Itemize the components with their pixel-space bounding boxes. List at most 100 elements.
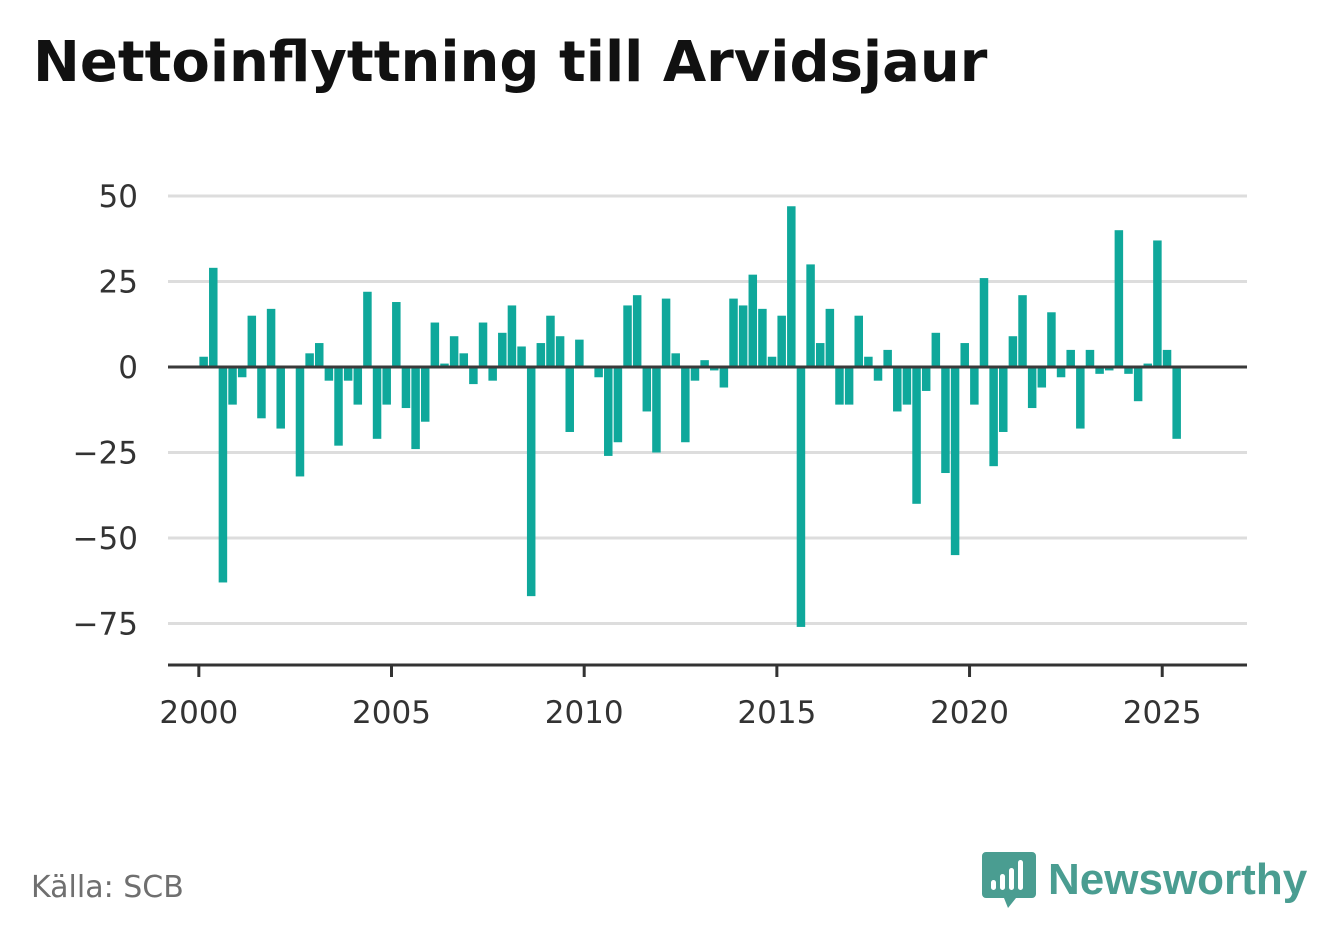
bar xyxy=(276,367,285,429)
bar xyxy=(343,367,353,381)
brand-name: Newsworthy xyxy=(1048,855,1308,904)
bar xyxy=(218,367,228,583)
y-tick-label: −25 xyxy=(73,436,138,472)
bar xyxy=(883,349,892,367)
bar xyxy=(353,367,363,405)
bar xyxy=(517,346,526,367)
bar xyxy=(1076,367,1085,429)
bar xyxy=(690,367,700,381)
x-tick-label: 2000 xyxy=(159,695,238,731)
bar xyxy=(440,363,449,367)
bar xyxy=(787,206,796,367)
bar xyxy=(1066,349,1075,367)
bar xyxy=(604,367,613,456)
bar xyxy=(979,278,989,367)
bar xyxy=(401,367,411,409)
x-tick-label: 2020 xyxy=(930,695,1009,731)
bar xyxy=(1124,367,1133,374)
bar xyxy=(1104,367,1114,371)
newsworthy-logo-icon xyxy=(982,852,1036,908)
bar xyxy=(546,315,555,367)
bar xyxy=(864,356,873,367)
bar xyxy=(1056,367,1066,378)
bar xyxy=(902,367,912,405)
bar xyxy=(719,367,729,388)
bar xyxy=(324,367,334,381)
bar xyxy=(758,308,767,367)
bar xyxy=(729,298,738,367)
bar xyxy=(507,305,517,367)
x-tick-label: 2010 xyxy=(545,695,624,731)
x-tick-label: 2005 xyxy=(352,695,431,731)
bar xyxy=(941,367,950,474)
bar xyxy=(1018,295,1027,367)
bar xyxy=(209,267,218,367)
bar xyxy=(1008,336,1018,367)
bar xyxy=(912,367,921,504)
bar-series xyxy=(199,206,1181,627)
bar xyxy=(767,356,777,367)
bar xyxy=(594,367,603,378)
bar xyxy=(498,332,507,367)
bar xyxy=(1143,363,1153,367)
bar xyxy=(893,367,902,412)
bar xyxy=(536,343,546,367)
bar xyxy=(565,367,574,432)
bar xyxy=(999,367,1008,432)
bar xyxy=(1085,349,1095,367)
bar xyxy=(228,367,237,405)
bar xyxy=(748,274,758,367)
bar xyxy=(392,302,401,367)
bar xyxy=(305,353,314,367)
bar xyxy=(825,308,835,367)
bar xyxy=(921,367,931,391)
bar xyxy=(295,367,305,477)
y-tick-label: 50 xyxy=(99,179,138,215)
bar xyxy=(950,367,960,556)
y-axis-labels: 50 25 0 −25 −50 −75 xyxy=(73,179,138,643)
bar xyxy=(671,353,680,367)
bar xyxy=(363,291,372,367)
source-credit: Källa: SCB xyxy=(31,870,184,905)
y-tick-label: 25 xyxy=(99,265,138,301)
bar xyxy=(931,332,941,367)
bar xyxy=(1172,367,1181,439)
bar xyxy=(854,315,864,367)
bar xyxy=(796,367,806,627)
bar xyxy=(372,367,382,439)
bar xyxy=(1095,367,1104,374)
bar xyxy=(970,367,979,405)
bar xyxy=(420,367,430,422)
bar xyxy=(526,367,536,597)
bar xyxy=(709,367,719,371)
bar xyxy=(700,360,709,367)
y-tick-label: −75 xyxy=(73,607,138,643)
bar xyxy=(642,367,652,412)
bar xyxy=(661,298,671,367)
newsworthy-brand[interactable]: Newsworthy xyxy=(980,850,1307,910)
bar xyxy=(777,315,786,367)
bar xyxy=(1027,367,1037,409)
grid-lines xyxy=(168,194,1247,625)
bar xyxy=(382,367,391,405)
bar xyxy=(266,308,276,367)
bar xyxy=(334,367,343,446)
bar xyxy=(469,367,478,385)
bar xyxy=(1037,367,1047,388)
y-tick-label: 0 xyxy=(118,350,138,386)
bar xyxy=(844,367,854,405)
bar xyxy=(989,367,998,467)
x-axis-ticks: 2000 2005 2010 2015 2020 2025 xyxy=(159,665,1202,731)
x-tick-label: 2015 xyxy=(737,695,816,731)
bar xyxy=(199,356,208,367)
x-tick-label: 2025 xyxy=(1123,695,1202,731)
bar xyxy=(613,367,623,443)
bar xyxy=(632,295,642,367)
chart-title: Nettoinflyttning till Arvidsjaur xyxy=(33,30,988,95)
bar xyxy=(449,336,459,367)
bar xyxy=(1162,349,1172,367)
bar xyxy=(237,367,247,378)
bar xyxy=(1114,230,1124,367)
bar xyxy=(806,264,815,367)
